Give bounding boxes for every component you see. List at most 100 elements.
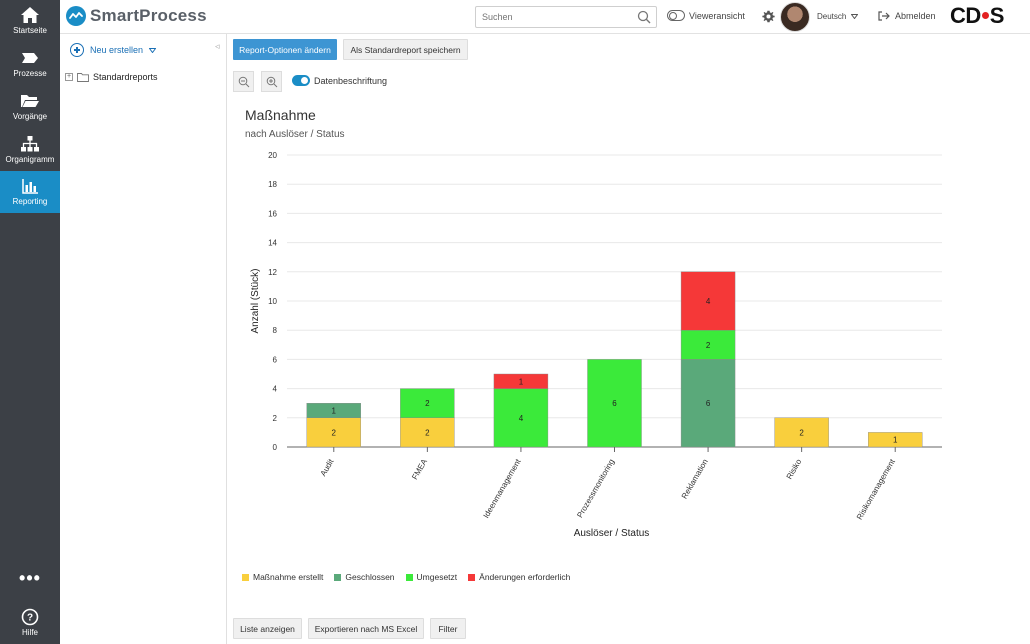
export-excel-button[interactable]: Exportieren nach MS Excel [308,618,424,639]
new-create-button[interactable]: Neu erstellen [70,43,157,57]
data-label: 4 [706,297,711,306]
y-tick-label: 14 [268,239,277,248]
data-labels-toggle[interactable]: Datenbeschriftung [292,75,387,86]
report-tree-panel: Neu erstellen ◃ + Standardreports [60,34,227,644]
legend-swatch [334,573,342,581]
legend-label: Umgesetzt [416,572,458,582]
search-field[interactable] [475,6,657,28]
y-tick-label: 20 [268,151,277,160]
legend-item[interactable]: Geschlossen [334,572,395,582]
legend-item[interactable]: Änderungen erforderlich [468,572,570,582]
nav-label: Vorgänge [12,112,48,121]
data-label: 1 [332,407,337,416]
x-tick-label: Risiko [785,457,804,481]
data-label: 4 [519,414,524,423]
user-avatar[interactable] [780,2,810,32]
data-label: 1 [893,436,898,445]
main-content: Report-Optionen ändern Als Standardrepor… [228,34,1030,644]
bar-segment [680,359,736,448]
nav-item-reporting[interactable]: Reporting [0,171,60,213]
bar-segment [587,359,642,448]
x-tick-label: Ideenmanagement [482,457,524,520]
y-tick-label: 8 [273,326,278,335]
toggle-off-icon[interactable] [667,10,685,21]
language-label: Deutsch [817,12,847,21]
smartprocess-logo[interactable]: SmartProcess [66,6,207,26]
legend-swatch [468,573,476,581]
company-logo-left: CD [950,3,981,28]
data-label: 2 [425,428,430,437]
x-axis-title: Auslöser / Status [574,528,650,539]
bar-segment [400,388,455,419]
folder-icon [77,72,89,82]
legend-label: Geschlossen [345,572,395,582]
filter-button[interactable]: Filter [430,618,466,639]
zoom-out-button[interactable] [233,71,254,92]
help-icon: ? [21,608,39,626]
bar-segment [306,403,361,419]
search-icon[interactable] [637,10,651,24]
save-standard-report-button[interactable]: Als Standardreport speichern [343,39,468,60]
chart-legend: Maßnahme erstellt Geschlossen Umgesetzt Änd… [242,572,581,582]
logout-label: Abmelden [895,11,936,21]
tree-node-label: Standardreports [93,72,158,82]
viewer-label: Vieweransicht [689,10,745,21]
legend-item[interactable]: Umgesetzt [405,572,458,582]
expand-icon[interactable]: + [65,73,73,81]
toggle-on-icon[interactable] [292,75,310,86]
report-options-button[interactable]: Report-Optionen ändern [233,39,337,60]
nav-item-organigramm[interactable]: Organigramm [0,129,60,171]
bar-segment [680,329,736,360]
data-label: 6 [706,399,711,408]
y-axis-title: Anzahl (Stück) [250,268,261,333]
search-input[interactable] [476,7,626,27]
viewer-toggle[interactable]: Vieweransicht [667,10,745,21]
chevron-down-icon [851,14,859,19]
bar-segment [493,373,549,389]
svg-text:?: ? [27,613,33,624]
bar-segment [306,417,361,448]
logout-button[interactable]: Abmelden [878,11,936,21]
bar-chart-icon [22,179,38,194]
data-label: 2 [706,341,711,350]
x-tick-label: Risikomanagement [855,457,897,521]
data-label: 2 [332,428,337,437]
tree-node-standardreports[interactable]: + Standardreports [65,72,158,82]
nav-item-vorgaenge[interactable]: Vorgänge [0,86,60,128]
y-tick-label: 6 [273,355,278,364]
bar-segment [400,417,455,448]
legend-swatch [405,573,413,581]
zoom-in-icon [266,76,277,87]
x-tick-label: Reklamation [680,457,710,500]
add-circle-icon [70,43,84,57]
logout-icon [878,11,890,21]
chevron-down-icon [149,47,157,53]
top-bar: SmartProcess Vieweransicht Deutsch Abmel… [60,0,1030,34]
logo-dot [981,11,989,19]
legend-item[interactable]: Maßnahme erstellt [242,572,323,582]
bar-segment [680,271,736,331]
data-label: 2 [799,428,804,437]
nav-item-startseite[interactable]: Startseite [0,0,60,42]
collapse-panel-icon[interactable]: ◃ [215,41,220,51]
brand-name: SmartProcess [90,6,207,25]
language-dropdown[interactable]: Deutsch [817,12,859,21]
zoom-in-button[interactable] [261,71,282,92]
more-menu-button[interactable]: ••• [19,568,41,588]
y-tick-label: 0 [273,443,278,452]
show-list-button[interactable]: Liste anzeigen [233,618,302,639]
nav-item-prozesse[interactable]: Prozesse [0,43,60,85]
y-tick-label: 18 [268,180,277,189]
y-tick-label: 4 [273,385,278,394]
nav-label: Reporting [12,197,48,206]
legend-label: Änderungen erforderlich [479,572,571,582]
gear-icon[interactable] [762,10,775,23]
nav-item-hilfe[interactable]: ? Hilfe [0,602,60,644]
chart-title: Maßnahme [245,107,316,123]
data-labels-label: Datenbeschriftung [314,75,388,86]
smartprocess-logo-icon [66,6,86,26]
zoom-out-icon [238,76,249,87]
x-tick-label: FMEA [410,457,429,481]
legend-swatch [242,573,249,581]
nav-label: Organigramm [5,155,55,164]
